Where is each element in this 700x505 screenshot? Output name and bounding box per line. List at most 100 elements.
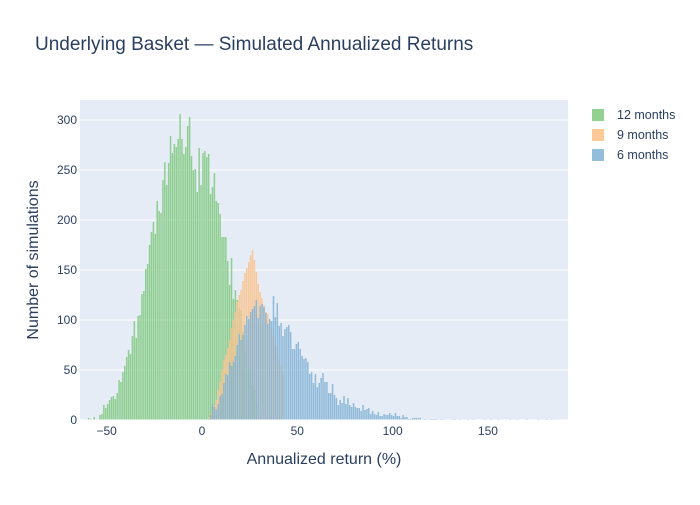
bar <box>127 350 130 420</box>
bar <box>272 296 275 420</box>
bar <box>112 396 115 420</box>
y-tick-label: 300 <box>57 113 77 127</box>
bar <box>204 151 206 420</box>
bar <box>177 139 179 420</box>
x-tick-labels: −50 0 50 100 150 <box>97 424 499 438</box>
legend-item[interactable]: 6 months <box>592 148 668 162</box>
bar <box>186 126 189 420</box>
bar <box>87 418 90 420</box>
bar <box>341 403 343 420</box>
bar <box>219 396 221 420</box>
bar <box>207 154 210 420</box>
bar <box>270 321 273 420</box>
bar <box>225 374 227 420</box>
bar <box>213 173 216 420</box>
bar <box>104 408 107 420</box>
bar <box>124 366 126 420</box>
y-tick-labels: 0 50 100 150 200 250 300 <box>57 113 77 427</box>
bar <box>160 213 162 420</box>
bar <box>333 395 336 420</box>
x-axis-title: Annualized return (%) <box>247 451 402 468</box>
y-tick-label: 100 <box>57 313 77 327</box>
legend: 12 months 9 months 6 months <box>592 108 675 162</box>
bar <box>377 412 380 420</box>
bar <box>251 309 254 420</box>
bar <box>280 323 282 420</box>
bar <box>196 192 198 420</box>
bar <box>364 410 366 420</box>
bar <box>347 398 349 420</box>
bar <box>225 237 227 420</box>
bar <box>322 373 324 420</box>
bar <box>146 264 149 420</box>
bar <box>108 400 111 420</box>
bar <box>291 349 294 420</box>
legend-item[interactable]: 9 months <box>592 128 668 142</box>
bar <box>246 316 248 420</box>
series-6-months <box>207 296 553 420</box>
bar <box>171 153 174 420</box>
bar <box>352 403 355 420</box>
bar <box>120 382 122 420</box>
bar <box>371 411 374 420</box>
bar <box>268 319 271 420</box>
bar <box>320 378 322 420</box>
bar <box>122 372 124 420</box>
y-tick-label: 0 <box>70 413 77 427</box>
bar <box>169 136 172 420</box>
bar <box>404 417 406 420</box>
bar <box>217 404 219 420</box>
bars-layer <box>80 114 568 421</box>
bar <box>206 157 208 420</box>
x-tick-label: 150 <box>478 424 498 438</box>
bar <box>417 418 420 420</box>
bar <box>383 414 385 420</box>
bar <box>415 418 418 420</box>
bar <box>295 344 298 420</box>
bar <box>419 418 422 420</box>
bar <box>141 294 143 420</box>
x-tick-label: 100 <box>383 424 403 438</box>
bar <box>356 408 359 420</box>
bar <box>129 354 132 420</box>
bar <box>255 300 258 420</box>
bar <box>265 313 267 420</box>
bar <box>110 397 113 420</box>
bar <box>379 416 381 420</box>
bar <box>232 362 235 420</box>
bar <box>348 405 351 420</box>
bar <box>299 349 301 420</box>
bar <box>369 414 372 420</box>
bar <box>175 147 178 420</box>
bar <box>223 383 225 420</box>
bar <box>183 154 185 420</box>
bar <box>185 147 187 420</box>
bar <box>158 211 160 420</box>
bar <box>337 405 340 420</box>
bar <box>125 357 128 420</box>
bar <box>411 418 414 420</box>
bar <box>202 153 204 420</box>
bar <box>274 317 277 420</box>
bar <box>137 316 139 420</box>
bar <box>156 201 158 420</box>
bar <box>152 222 155 420</box>
bar <box>343 396 345 420</box>
bar <box>179 114 181 420</box>
bar <box>267 324 269 420</box>
bar <box>263 307 265 420</box>
legend-label: 9 months <box>617 128 668 142</box>
bar <box>211 405 214 420</box>
bar <box>297 342 300 420</box>
bar <box>394 413 397 420</box>
bar <box>331 384 334 420</box>
bar <box>162 180 164 420</box>
legend-item[interactable]: 12 months <box>592 108 675 122</box>
x-tick-label: 50 <box>291 424 305 438</box>
legend-swatch <box>592 149 604 161</box>
bar <box>249 312 252 420</box>
bar <box>373 414 376 420</box>
bar <box>387 415 389 420</box>
